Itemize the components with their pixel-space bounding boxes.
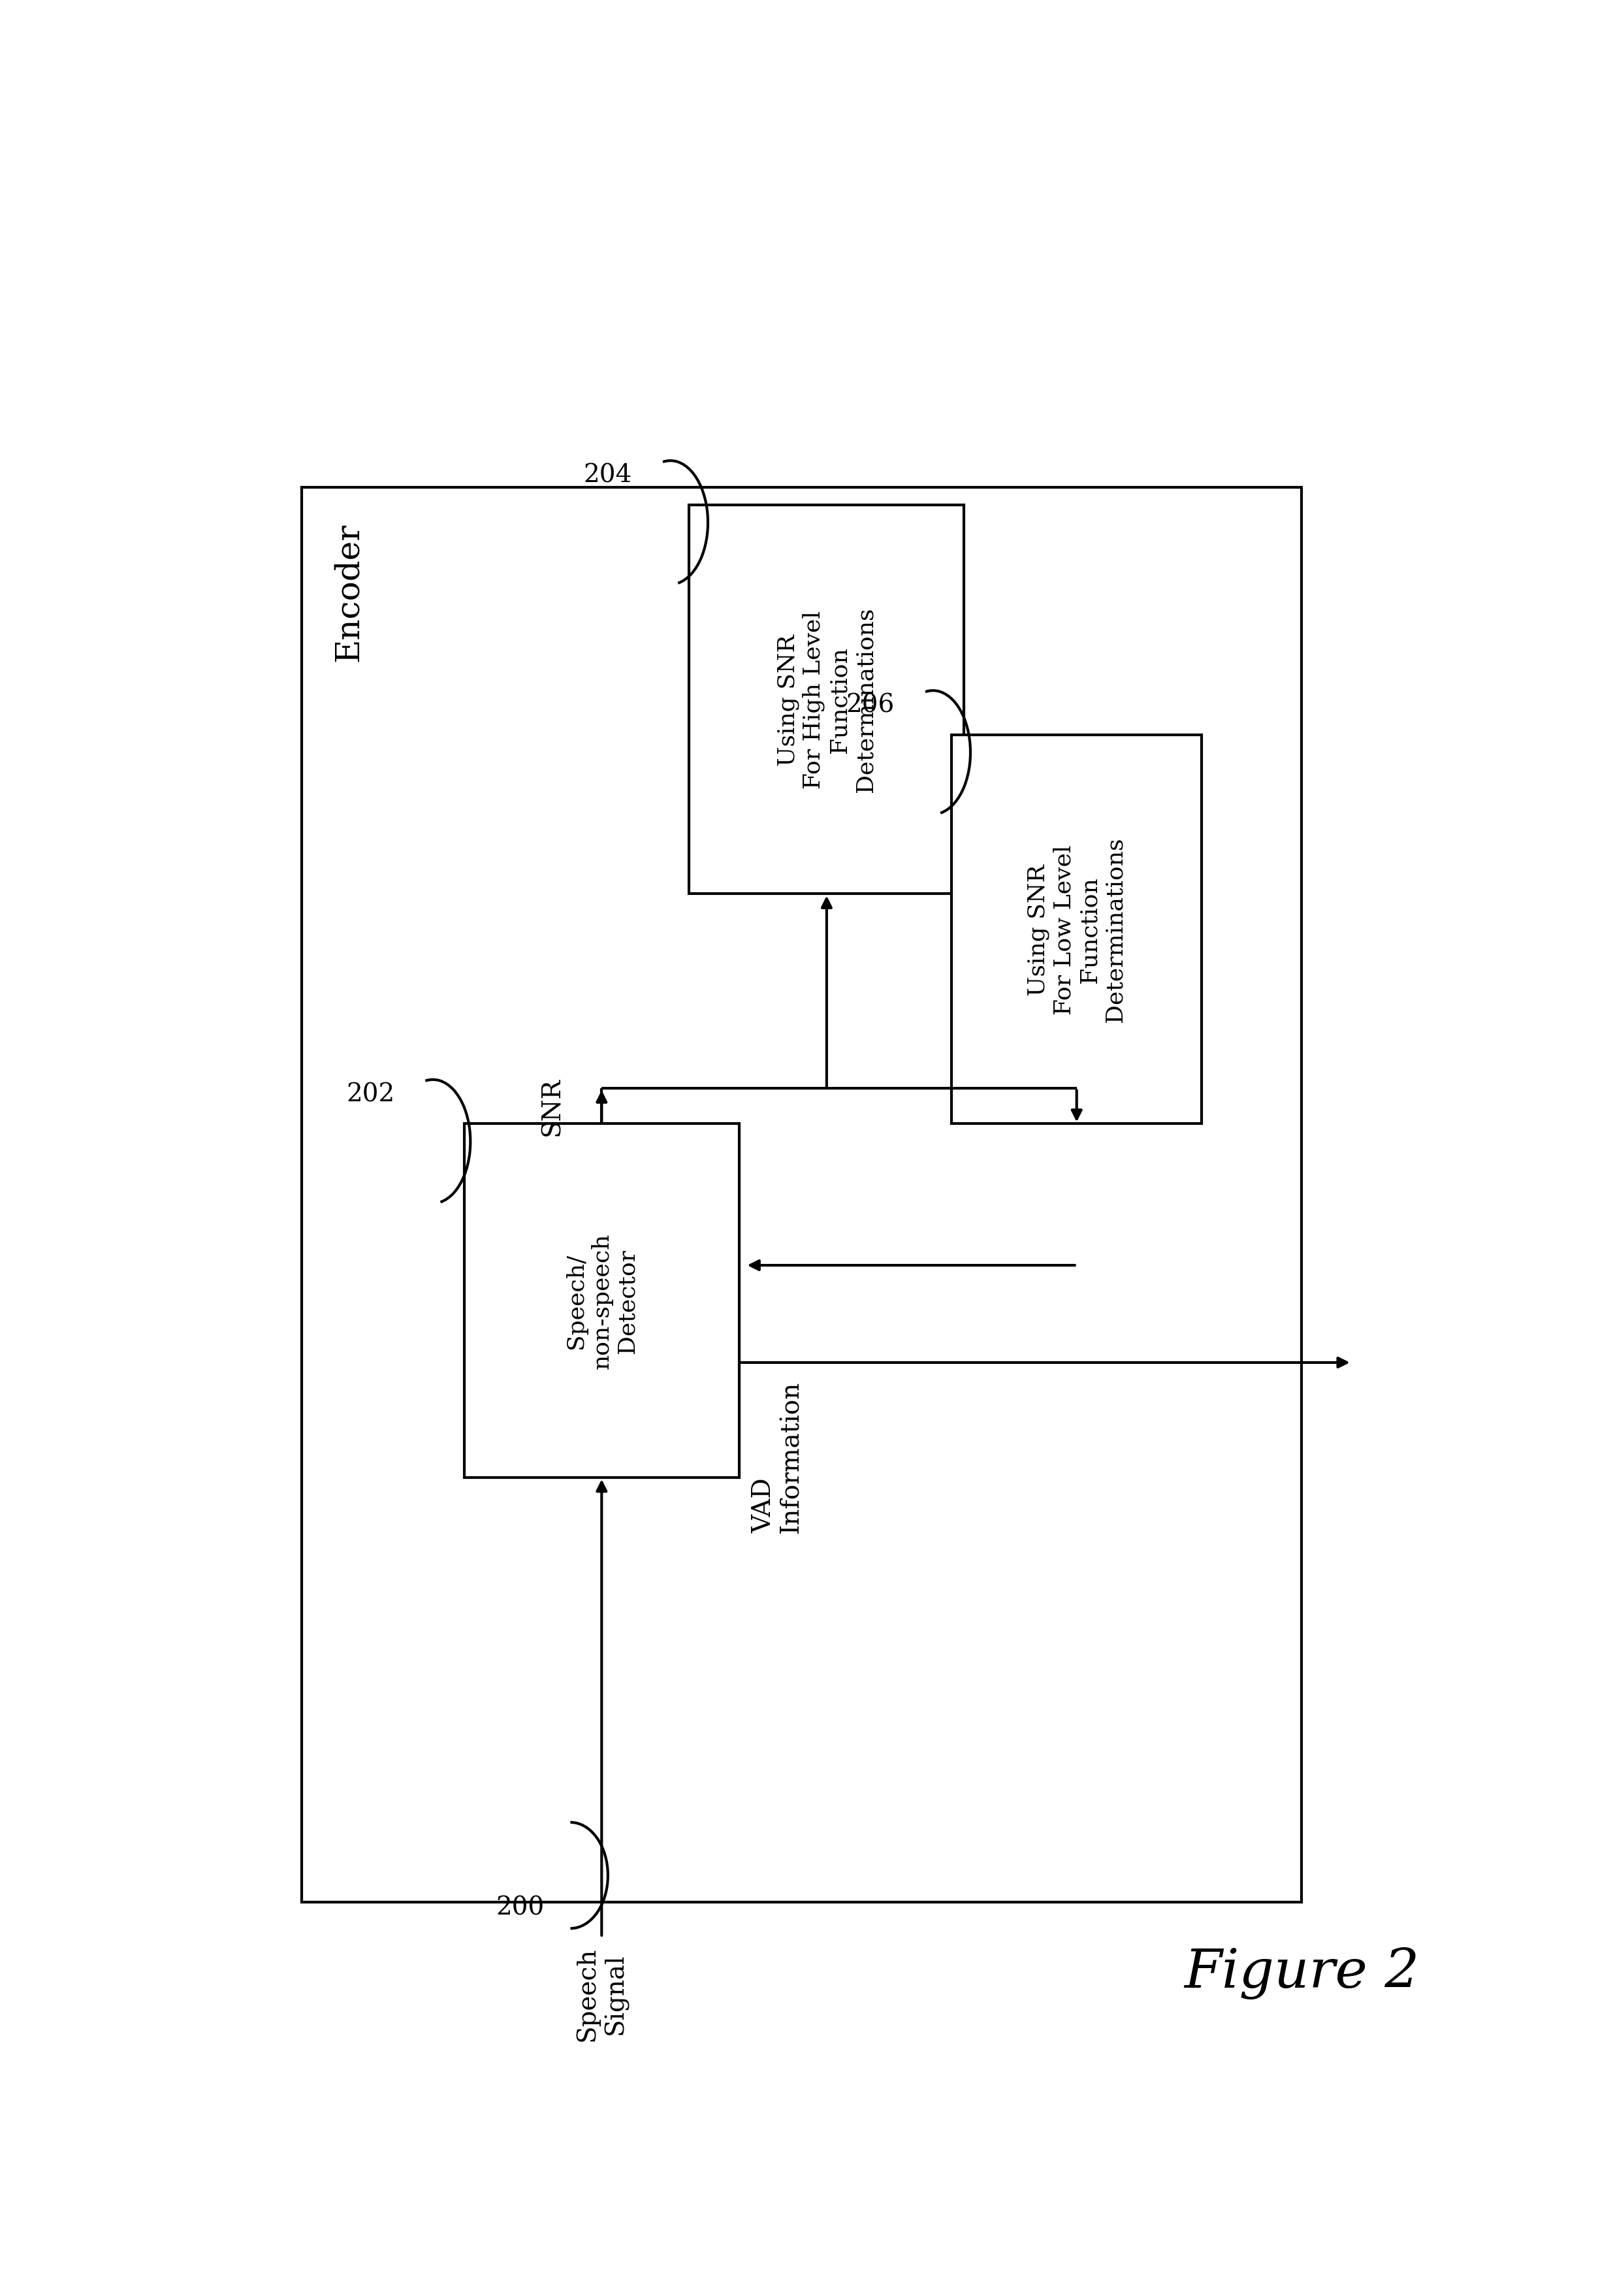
Bar [952, 735, 1202, 1125]
Text: 204: 204 [584, 464, 632, 487]
Text: Encoder: Encoder [332, 523, 365, 661]
Text: Using SNR
For High Level
Function
Determinations: Using SNR For High Level Function Determ… [777, 606, 876, 792]
Text: 202: 202 [347, 1081, 395, 1107]
Text: Using SNR
For Low Level
Function
Determinations: Using SNR For Low Level Function Determi… [1027, 838, 1126, 1022]
Bar [302, 487, 1302, 1901]
Bar [689, 505, 965, 895]
Text: 200: 200 [497, 1896, 545, 1919]
Text: SNR: SNR [540, 1077, 565, 1137]
Text: Speech/
non-speech
Detector: Speech/ non-speech Detector [565, 1233, 639, 1368]
Bar [465, 1125, 739, 1479]
Text: Speech
Signal: Speech Signal [576, 1947, 627, 2041]
Text: 206: 206 [847, 693, 895, 716]
Text: VAD
Information: VAD Information [752, 1380, 803, 1534]
Text: Figure 2: Figure 2 [1184, 1947, 1419, 2000]
